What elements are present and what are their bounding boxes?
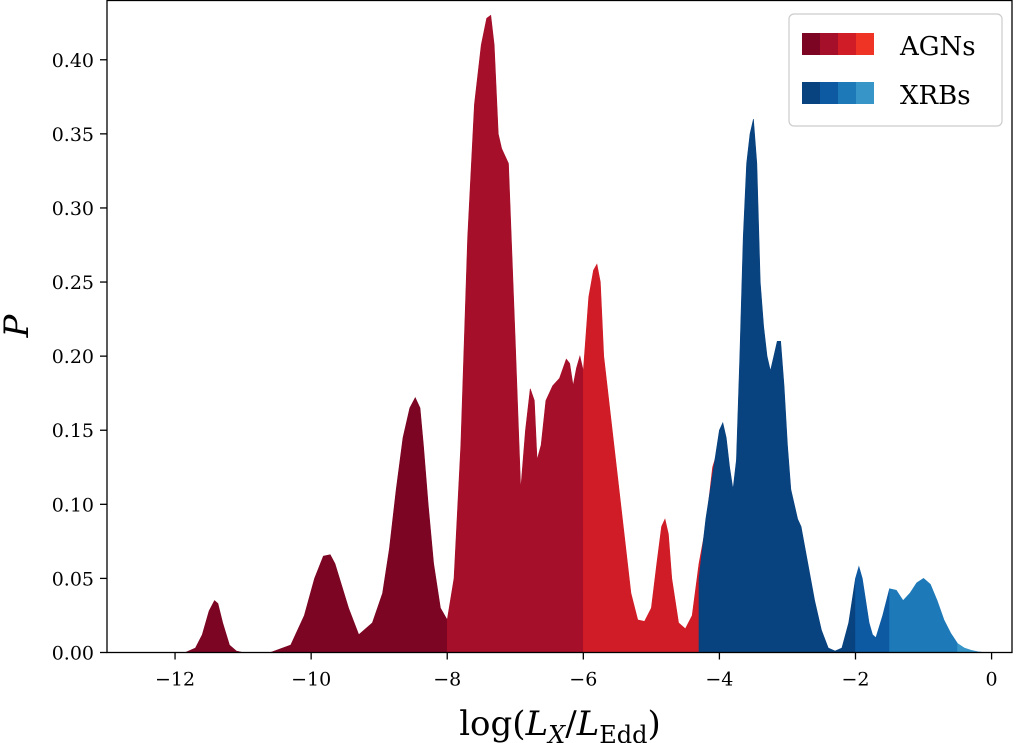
x-label-sub2: Edd	[599, 721, 647, 743]
x-label-suffix: )	[648, 704, 661, 743]
legend-swatch-agns-4	[856, 33, 874, 55]
legend-swatch-xrbs-2	[820, 82, 838, 104]
x-tick-label: 0	[986, 669, 998, 691]
axes-layer: −12 −10 −8 −6 −4 −2 0 0.00 0.05 0.10 0.15 0.20 0.25 0…	[52, 50, 998, 691]
x-label-prefix: log(	[459, 704, 525, 743]
legend-label-agns: AGNs	[899, 32, 976, 62]
legend-swatch-xrbs-1	[802, 82, 820, 104]
legend-swatches	[802, 33, 874, 104]
series-xrbs-segment-4	[957, 643, 985, 653]
series-xrbs	[698, 118, 985, 653]
y-tick-label: 0.25	[52, 272, 94, 294]
series-layer	[175, 14, 985, 653]
x-tick-label: −8	[433, 669, 461, 691]
y-tick-label: 0.10	[52, 494, 94, 516]
x-label-sub1: X	[546, 721, 566, 743]
series-agns-segment-1	[175, 396, 448, 653]
legend-swatch-agns-1	[802, 33, 820, 55]
legend: AGNs XRBs	[788, 13, 1003, 127]
series-xrbs-segment-1	[698, 118, 856, 653]
series-xrbs-segment-2	[855, 565, 890, 653]
y-tick-label: 0.35	[52, 124, 94, 146]
series-agns-segment-3	[583, 263, 720, 653]
x-tick-label: −6	[569, 669, 597, 691]
y-tick-label: 0.05	[52, 568, 94, 590]
legend-label-xrbs: XRBs	[900, 81, 971, 111]
legend-swatch-agns-3	[838, 33, 856, 55]
x-axis-label: log(LX/LEdd)	[459, 704, 661, 743]
legend-swatch-agns-2	[820, 33, 838, 55]
y-axis-label: P	[0, 313, 37, 338]
plot-frame	[106, 0, 1013, 654]
series-xrbs-segment-3	[889, 578, 958, 653]
legend-swatch-xrbs-3	[838, 82, 856, 104]
legend-swatch-xrbs-4	[856, 82, 874, 104]
y-tick-label: 0.00	[52, 643, 94, 665]
y-tick-label: 0.20	[52, 346, 94, 368]
x-label-slash: /	[565, 704, 577, 743]
x-tick-label: −12	[155, 669, 195, 691]
y-tick-label: 0.15	[52, 420, 94, 442]
x-tick-label: −4	[705, 669, 733, 691]
x-label-var1: L	[525, 704, 549, 743]
x-tick-label: −10	[291, 669, 331, 691]
x-label-var2: L	[576, 704, 600, 743]
series-agns-segment-2	[446, 14, 584, 653]
y-tick-label: 0.30	[52, 198, 94, 220]
y-tick-label: 0.40	[52, 50, 94, 72]
x-tick-label: −2	[841, 669, 869, 691]
